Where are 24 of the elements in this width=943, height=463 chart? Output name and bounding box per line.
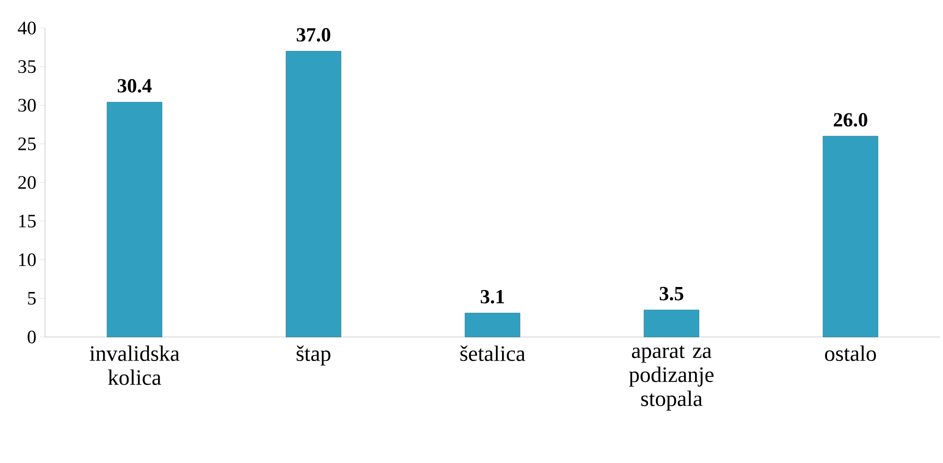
x-tick-label: štap: [296, 346, 330, 366]
y-tick-label: 15: [19, 214, 36, 228]
data-label: 37.0: [296, 28, 330, 42]
x-tick-label: invalidska kolica: [90, 346, 180, 386]
data-label: 26.0: [834, 113, 868, 127]
y-tick-label: 35: [18, 60, 36, 74]
bar: [286, 50, 342, 338]
y-tick-label: 25: [18, 137, 36, 150]
bar: [822, 136, 878, 338]
data-label: 3.5: [660, 286, 684, 300]
x-tick-label: ostalo: [825, 346, 876, 362]
x-tick-label: šetalica: [460, 346, 526, 362]
y-tick-label: 30: [18, 98, 36, 112]
y-tick-label: 40: [18, 22, 36, 34]
bar: [464, 312, 520, 338]
data-label: 3.1: [480, 290, 504, 304]
y-tick-label: 20: [18, 176, 36, 189]
bar: [106, 102, 162, 338]
bar: [644, 310, 700, 338]
y-tick-label: 5: [28, 292, 36, 305]
data-label: 30.4: [118, 79, 152, 93]
x-tick-label: aparat za podizanje stopala: [629, 346, 714, 411]
y-tick-label: 10: [19, 253, 36, 266]
y-tick-label: 0: [28, 330, 36, 344]
